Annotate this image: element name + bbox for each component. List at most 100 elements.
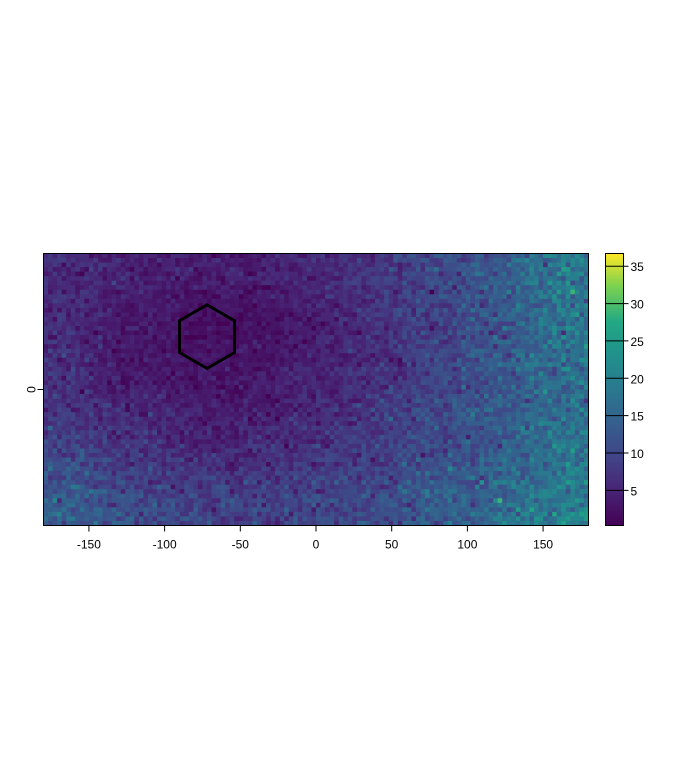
raster-cell	[66, 312, 72, 318]
raster-cell	[511, 330, 517, 336]
raster-cell	[134, 403, 140, 409]
raster-cell	[443, 403, 449, 409]
raster-cell	[311, 253, 317, 259]
raster-cell	[197, 371, 203, 377]
raster-cell	[456, 307, 462, 313]
raster-cell	[193, 335, 199, 341]
raster-cell	[129, 276, 135, 282]
raster-cell	[52, 326, 58, 331]
raster-cell	[188, 271, 194, 277]
raster-cell	[88, 394, 94, 399]
raster-cell	[556, 389, 562, 395]
raster-cell	[484, 403, 489, 409]
raster-cell	[152, 307, 158, 313]
raster-cell	[347, 412, 353, 418]
raster-cell	[229, 398, 235, 404]
raster-cell	[43, 384, 49, 390]
raster-cell	[138, 407, 144, 413]
raster-cell	[229, 348, 235, 354]
raster-cell	[402, 425, 408, 431]
raster-cell	[547, 353, 553, 359]
raster-cell	[352, 321, 358, 327]
raster-cell	[275, 403, 281, 409]
raster-cell	[179, 321, 185, 327]
raster-cell	[434, 394, 440, 399]
raster-cell	[247, 298, 253, 304]
raster-cell	[384, 339, 390, 345]
raster-cell	[57, 335, 63, 341]
raster-cell	[420, 262, 426, 268]
raster-cell	[48, 353, 53, 359]
raster-cell	[352, 394, 358, 399]
raster-cell	[370, 267, 376, 273]
raster-cell	[184, 416, 190, 422]
raster-cell	[70, 335, 76, 341]
raster-cell	[388, 357, 394, 363]
raster-cell	[93, 398, 99, 404]
raster-cell	[361, 371, 367, 377]
raster-cell	[138, 398, 144, 404]
raster-cell	[543, 307, 549, 313]
raster-cell	[347, 321, 353, 327]
raster-cell	[443, 307, 449, 313]
raster-cell	[425, 326, 430, 331]
raster-cell	[452, 312, 458, 318]
raster-cell	[556, 298, 562, 304]
raster-cell	[166, 321, 172, 327]
raster-cell	[147, 357, 153, 363]
raster-cell	[70, 253, 76, 259]
raster-cell	[252, 394, 258, 399]
raster-cell	[98, 294, 103, 300]
raster-cell	[293, 434, 299, 440]
raster-cell	[552, 389, 558, 395]
raster-cell	[225, 403, 231, 409]
raster-cell	[352, 407, 358, 413]
raster-cell	[116, 294, 122, 300]
raster-cell	[225, 316, 231, 322]
raster-cell	[143, 412, 149, 418]
raster-cell	[102, 276, 108, 282]
raster-cell	[188, 321, 194, 327]
raster-cell	[261, 312, 267, 318]
raster-cell	[415, 380, 421, 386]
raster-cell	[193, 316, 199, 322]
raster-cell	[524, 425, 530, 431]
raster-cell	[429, 348, 435, 354]
raster-cell	[247, 330, 253, 336]
raster-cell	[343, 389, 349, 395]
raster-cell	[266, 312, 271, 318]
raster-cell	[529, 412, 535, 418]
raster-cell	[515, 321, 521, 327]
raster-cell	[320, 303, 326, 309]
raster-cell	[574, 375, 580, 381]
raster-cell	[415, 434, 421, 440]
raster-cell	[515, 353, 521, 359]
raster-cell	[316, 375, 321, 381]
raster-cell	[425, 262, 430, 268]
raster-cell	[506, 258, 512, 263]
raster-cell	[147, 298, 153, 304]
raster-cell	[84, 289, 90, 295]
raster-cell	[293, 312, 299, 318]
raster-cell	[370, 348, 376, 354]
raster-cell	[465, 412, 471, 418]
raster-cell	[529, 366, 535, 372]
raster-cell	[520, 398, 526, 404]
raster-cell	[247, 253, 253, 259]
raster-cell	[107, 389, 113, 395]
raster-cell	[138, 366, 144, 372]
raster-cell	[116, 303, 122, 309]
raster-cell	[234, 403, 240, 409]
raster-cell	[125, 375, 131, 381]
raster-cell	[261, 267, 267, 273]
raster-cell	[297, 421, 303, 427]
raster-cell	[447, 430, 453, 436]
raster-cell	[225, 335, 231, 341]
raster-cell	[107, 258, 113, 263]
raster-cell	[379, 289, 385, 295]
raster-cell	[211, 253, 217, 259]
raster-cell	[493, 262, 499, 268]
raster-cell	[361, 285, 367, 291]
raster-cell	[465, 326, 471, 331]
raster-cell	[361, 407, 367, 413]
